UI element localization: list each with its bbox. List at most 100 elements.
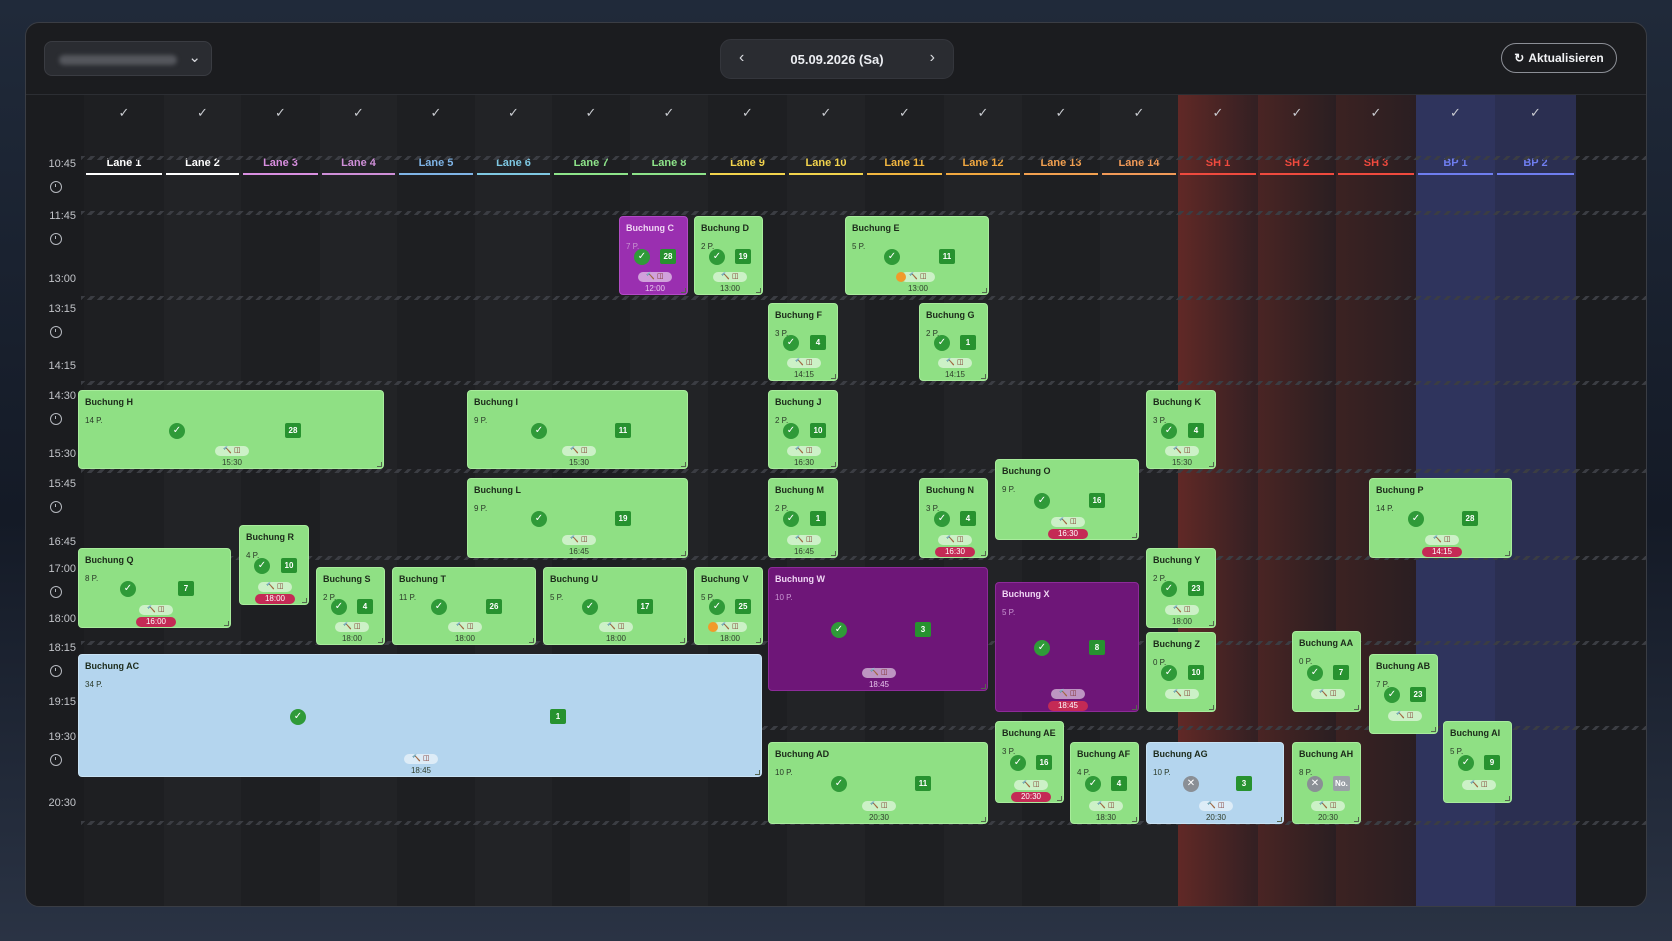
resize-handle[interactable]: [378, 638, 383, 643]
refresh-button[interactable]: ↻ Aktualisieren: [1501, 43, 1617, 73]
lane-check-icon[interactable]: ✓: [275, 105, 286, 120]
booking-card[interactable]: Buchung T 11 P. ✓ 26 🔨 ◫ 18:00: [392, 567, 536, 645]
check-status-icon[interactable]: ✓: [934, 511, 950, 527]
booking-actions-pill[interactable]: 🔨 ◫: [1014, 780, 1048, 790]
booking-card[interactable]: Buchung M 2 P. ✓ 1 🔨 ◫ 16:45: [768, 478, 838, 558]
booking-card[interactable]: Buchung J 2 P. ✓ 10 🔨 ◫ 16:30: [768, 390, 838, 469]
check-status-icon[interactable]: ✓: [1034, 493, 1050, 509]
lane-check-icon[interactable]: ✓: [1055, 105, 1067, 120]
resize-handle[interactable]: [1505, 796, 1510, 801]
booking-actions-pill[interactable]: 🔨 ◫: [1165, 689, 1199, 699]
resize-handle[interactable]: [981, 817, 986, 822]
lane-check-icon[interactable]: ✓: [663, 105, 675, 120]
resize-handle[interactable]: [1277, 817, 1282, 822]
resize-handle[interactable]: [1132, 817, 1137, 822]
booking-card[interactable]: Buchung V 5 P. ✓ 25 🔨 ◫ 18:00: [694, 567, 763, 645]
lane-check-icon[interactable]: ✓: [197, 105, 208, 120]
booking-actions-pill[interactable]: 🔨 ◫: [1089, 801, 1123, 811]
booking-actions-pill[interactable]: 🔨 ◫: [938, 358, 972, 368]
lane-check-icon[interactable]: ✓: [899, 105, 910, 120]
next-day-button[interactable]: ›: [929, 49, 935, 66]
lane-header[interactable]: ✓ Lane 4: [320, 101, 397, 181]
booking-actions-pill[interactable]: 🔨 ◫: [139, 605, 173, 615]
resize-handle[interactable]: [831, 462, 836, 467]
resize-handle[interactable]: [377, 462, 382, 467]
check-status-icon[interactable]: ✓: [783, 511, 799, 527]
booking-card[interactable]: Buchung AB 7 P. ✓ 23 🔨 ◫: [1369, 654, 1438, 734]
resize-handle[interactable]: [681, 551, 686, 556]
lane-header[interactable]: ✓ Lane 13: [1022, 101, 1100, 181]
check-status-icon[interactable]: ✓: [1161, 665, 1177, 681]
resize-handle[interactable]: [831, 551, 836, 556]
resize-handle[interactable]: [981, 551, 986, 556]
check-status-icon[interactable]: ✓: [1085, 776, 1101, 792]
resize-handle[interactable]: [756, 288, 761, 293]
booking-actions-pill[interactable]: 🔨 ◫: [562, 535, 596, 545]
lane-check-icon[interactable]: ✓: [585, 105, 597, 120]
check-status-icon[interactable]: ✓: [831, 622, 847, 638]
resize-handle[interactable]: [1354, 705, 1359, 710]
clock-icon[interactable]: [50, 501, 62, 513]
check-status-icon[interactable]: ✓: [254, 558, 270, 574]
check-status-icon[interactable]: ✓: [1307, 665, 1323, 681]
resize-handle[interactable]: [1505, 551, 1510, 556]
booking-actions-pill[interactable]: 🔨 ◫: [258, 582, 292, 592]
booking-actions-pill[interactable]: 🔨 ◫: [335, 622, 369, 632]
lane-check-icon[interactable]: ✓: [353, 105, 364, 120]
booking-card[interactable]: Buchung S 2 P. ✓ 4 🔨 ◫ 18:00: [316, 567, 385, 645]
lane-header[interactable]: ✓ Lane 2: [164, 101, 241, 181]
check-status-icon[interactable]: ✓: [1384, 687, 1400, 703]
booking-card[interactable]: Buchung F 3 P. ✓ 4 🔨 ◫ 14:15: [768, 303, 838, 381]
booking-actions-pill[interactable]: 🔨 ◫: [901, 272, 935, 282]
lane-check-icon[interactable]: ✓: [1370, 105, 1382, 120]
booking-card[interactable]: Buchung H 14 P. ✓ 28 🔨 ◫ 15:30: [78, 390, 384, 469]
lane-check-icon[interactable]: ✓: [118, 105, 130, 120]
lane-check-icon[interactable]: ✓: [430, 105, 442, 120]
lane-header[interactable]: ✓ Lane 8: [630, 101, 708, 181]
check-status-icon[interactable]: ✓: [169, 423, 185, 439]
booking-actions-pill[interactable]: 🔨 ◫: [1311, 689, 1345, 699]
resize-handle[interactable]: [224, 621, 229, 626]
lane-check-icon[interactable]: ✓: [742, 105, 753, 120]
lane-header[interactable]: ✓ Lane 11: [865, 101, 944, 181]
booking-actions-pill[interactable]: 🔨 ◫: [1165, 605, 1199, 615]
check-status-icon[interactable]: ✓: [831, 776, 847, 792]
booking-actions-pill[interactable]: 🔨 ◫: [1165, 446, 1199, 456]
booking-card[interactable]: Buchung E 5 P. ✓ 11 🔨 ◫ 13:00: [845, 216, 989, 295]
lane-header[interactable]: ✓ BP 2: [1495, 101, 1576, 181]
clock-icon[interactable]: [50, 326, 62, 338]
booking-card[interactable]: Buchung AD 10 P. ✓ 11 🔨 ◫ 20:30: [768, 742, 988, 824]
check-status-icon[interactable]: ✓: [582, 599, 598, 615]
booking-card[interactable]: Buchung O 9 P. ✓ 16 🔨 ◫ 16:30: [995, 459, 1139, 540]
lane-header[interactable]: ✓ BP 1: [1416, 101, 1495, 181]
lane-check-icon[interactable]: ✓: [977, 105, 989, 120]
lane-check-icon[interactable]: ✓: [1133, 105, 1145, 120]
booking-card[interactable]: Buchung AE 3 P. ✓ 16 🔨 ◫ 20:30: [995, 721, 1064, 803]
booking-card[interactable]: Buchung Z 0 P. ✓ 10 🔨 ◫: [1146, 632, 1216, 712]
resize-handle[interactable]: [1209, 705, 1214, 710]
check-status-icon[interactable]: ✓: [1161, 423, 1177, 439]
cancel-status-icon[interactable]: ✕: [1307, 776, 1323, 792]
booking-card[interactable]: Buchung N 3 P. ✓ 4 🔨 ◫ 16:30: [919, 478, 988, 558]
resize-handle[interactable]: [302, 598, 307, 603]
resize-handle[interactable]: [1209, 621, 1214, 626]
check-status-icon[interactable]: ✓: [431, 599, 447, 615]
lane-header[interactable]: ✓ SH 2: [1258, 101, 1336, 181]
booking-card[interactable]: Buchung I 9 P. ✓ 11 🔨 ◫ 15:30: [467, 390, 688, 469]
resize-handle[interactable]: [831, 374, 836, 379]
check-status-icon[interactable]: ✓: [531, 423, 547, 439]
resize-handle[interactable]: [1057, 796, 1062, 801]
lane-check-icon[interactable]: ✓: [508, 105, 519, 120]
booking-card[interactable]: Buchung G 2 P. ✓ 1 🔨 ◫ 14:15: [919, 303, 988, 381]
resize-handle[interactable]: [680, 638, 685, 643]
booking-actions-pill[interactable]: 🔨 ◫: [1311, 801, 1345, 811]
lane-header[interactable]: ✓ Lane 6: [475, 101, 552, 181]
booking-actions-pill[interactable]: 🔨 ◫: [1199, 801, 1233, 811]
check-status-icon[interactable]: ✓: [1458, 755, 1474, 771]
booking-card[interactable]: Buchung AG 10 P. ✕ 3 🔨 ◫ 20:30: [1146, 742, 1284, 824]
clock-icon[interactable]: [50, 586, 62, 598]
resize-handle[interactable]: [1132, 705, 1137, 710]
booking-card[interactable]: Buchung AC 34 P. ✓ 1 🔨 ◫ 18:45: [78, 654, 762, 777]
booking-actions-pill[interactable]: 🔨 ◫: [713, 622, 747, 632]
booking-card[interactable]: Buchung P 14 P. ✓ 28 🔨 ◫ 14:15: [1369, 478, 1512, 558]
